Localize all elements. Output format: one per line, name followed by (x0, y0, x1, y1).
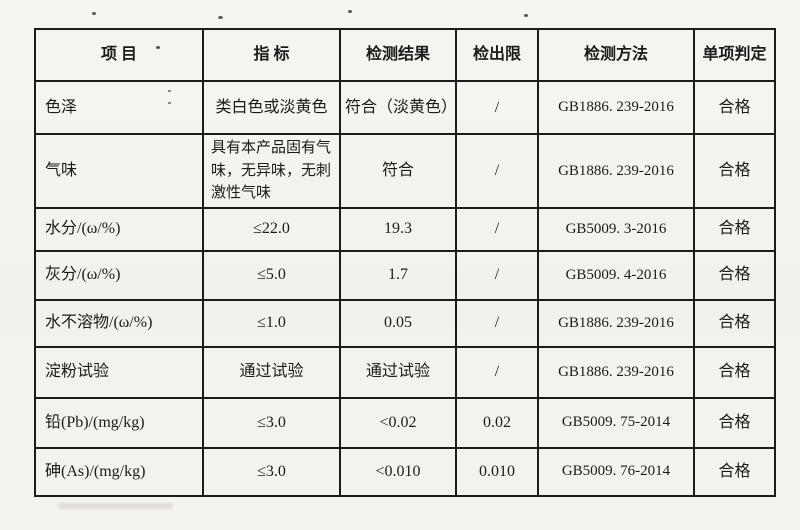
table-row: 水不溶物/(ω/%) ≤1.0 0.05 / GB1886. 239-2016 … (34, 298, 776, 348)
cell-judgment: 合格 (693, 446, 776, 497)
cell-judgment: 合格 (693, 396, 776, 449)
cell-method: GB5009. 3-2016 (537, 206, 695, 252)
cell-judgment: 合格 (693, 206, 776, 252)
table-row: 色泽 类白色或淡黄色 符合（淡黄色） / GB1886. 239-2016 合格 (34, 80, 776, 135)
cell-result: 符合 (339, 133, 457, 209)
cell-judgment: 合格 (693, 249, 776, 301)
cell-method: GB1886. 239-2016 (537, 80, 695, 135)
cell-item: 砷(As)/(mg/kg) (34, 446, 204, 497)
header-limit: 检出限 (455, 28, 539, 82)
cell-limit: / (455, 298, 539, 348)
cell-judgment: 合格 (693, 298, 776, 348)
cell-method: GB1886. 239-2016 (537, 133, 695, 209)
header-row: 项 目 指 标 检测结果 检出限 检测方法 单项判定 (34, 28, 776, 82)
table-row: 铅(Pb)/(mg/kg) ≤3.0 <0.02 0.02 GB5009. 75… (34, 396, 776, 449)
cell-judgment: 合格 (693, 80, 776, 135)
cell-result: 符合（淡黄色） (339, 80, 457, 135)
header-judgment: 单项判定 (693, 28, 776, 82)
header-method: 检测方法 (537, 28, 695, 82)
table-row: 淀粉试验 通过试验 通过试验 / GB1886. 239-2016 合格 (34, 345, 776, 399)
table-row: 气味 具有本产品固有气味，无异味，无刺激性气味 符合 / GB1886. 239… (34, 133, 776, 209)
cell-method: GB5009. 76-2014 (537, 446, 695, 497)
cell-standard: 类白色或淡黄色 (202, 80, 341, 135)
cell-method: GB5009. 4-2016 (537, 249, 695, 301)
cell-result: <0.010 (339, 446, 457, 497)
cell-item: 水分/(ω/%) (34, 206, 204, 252)
cell-standard: 具有本产品固有气味，无异味，无刺激性气味 (202, 133, 341, 209)
cell-standard: ≤3.0 (202, 446, 341, 497)
cell-item: 色泽 (34, 80, 204, 135)
cell-result: 1.7 (339, 249, 457, 301)
cell-item: 铅(Pb)/(mg/kg) (34, 396, 204, 449)
table-row: 灰分/(ω/%) ≤5.0 1.7 / GB5009. 4-2016 合格 (34, 249, 776, 301)
scan-speck (524, 14, 528, 17)
header-result: 检测结果 (339, 28, 457, 82)
cell-limit: / (455, 249, 539, 301)
table-row: 水分/(ω/%) ≤22.0 19.3 / GB5009. 3-2016 合格 (34, 206, 776, 252)
cell-limit: 0.02 (455, 396, 539, 449)
cell-method: GB1886. 239-2016 (537, 345, 695, 399)
cell-standard: ≤22.0 (202, 206, 341, 252)
scan-speck (348, 10, 352, 13)
scan-speck (92, 12, 96, 15)
cell-item: 水不溶物/(ω/%) (34, 298, 204, 348)
cell-limit: / (455, 80, 539, 135)
test-report-table: 项 目 指 标 检测结果 检出限 检测方法 单项判定 色泽 类白色或淡黄色 符合… (34, 28, 776, 497)
header-standard: 指 标 (202, 28, 341, 82)
cell-item: 灰分/(ω/%) (34, 249, 204, 301)
cell-standard: ≤3.0 (202, 396, 341, 449)
table-row: 砷(As)/(mg/kg) ≤3.0 <0.010 0.010 GB5009. … (34, 446, 776, 497)
header-item: 项 目 (34, 28, 204, 82)
cell-judgment: 合格 (693, 133, 776, 209)
cell-judgment: 合格 (693, 345, 776, 399)
cell-limit: 0.010 (455, 446, 539, 497)
cell-method: GB5009. 75-2014 (537, 396, 695, 449)
cell-limit: / (455, 206, 539, 252)
cell-result: 19.3 (339, 206, 457, 252)
cell-standard: ≤1.0 (202, 298, 341, 348)
cell-item: 气味 (34, 133, 204, 209)
cell-result: <0.02 (339, 396, 457, 449)
scan-speck (218, 16, 223, 19)
cell-limit: / (455, 133, 539, 209)
cell-item: 淀粉试验 (34, 345, 204, 399)
scan-smudge (58, 503, 173, 509)
cell-result: 0.05 (339, 298, 457, 348)
cell-method: GB1886. 239-2016 (537, 298, 695, 348)
cell-standard: 通过试验 (202, 345, 341, 399)
cell-standard: ≤5.0 (202, 249, 341, 301)
cell-result: 通过试验 (339, 345, 457, 399)
cell-limit: / (455, 345, 539, 399)
